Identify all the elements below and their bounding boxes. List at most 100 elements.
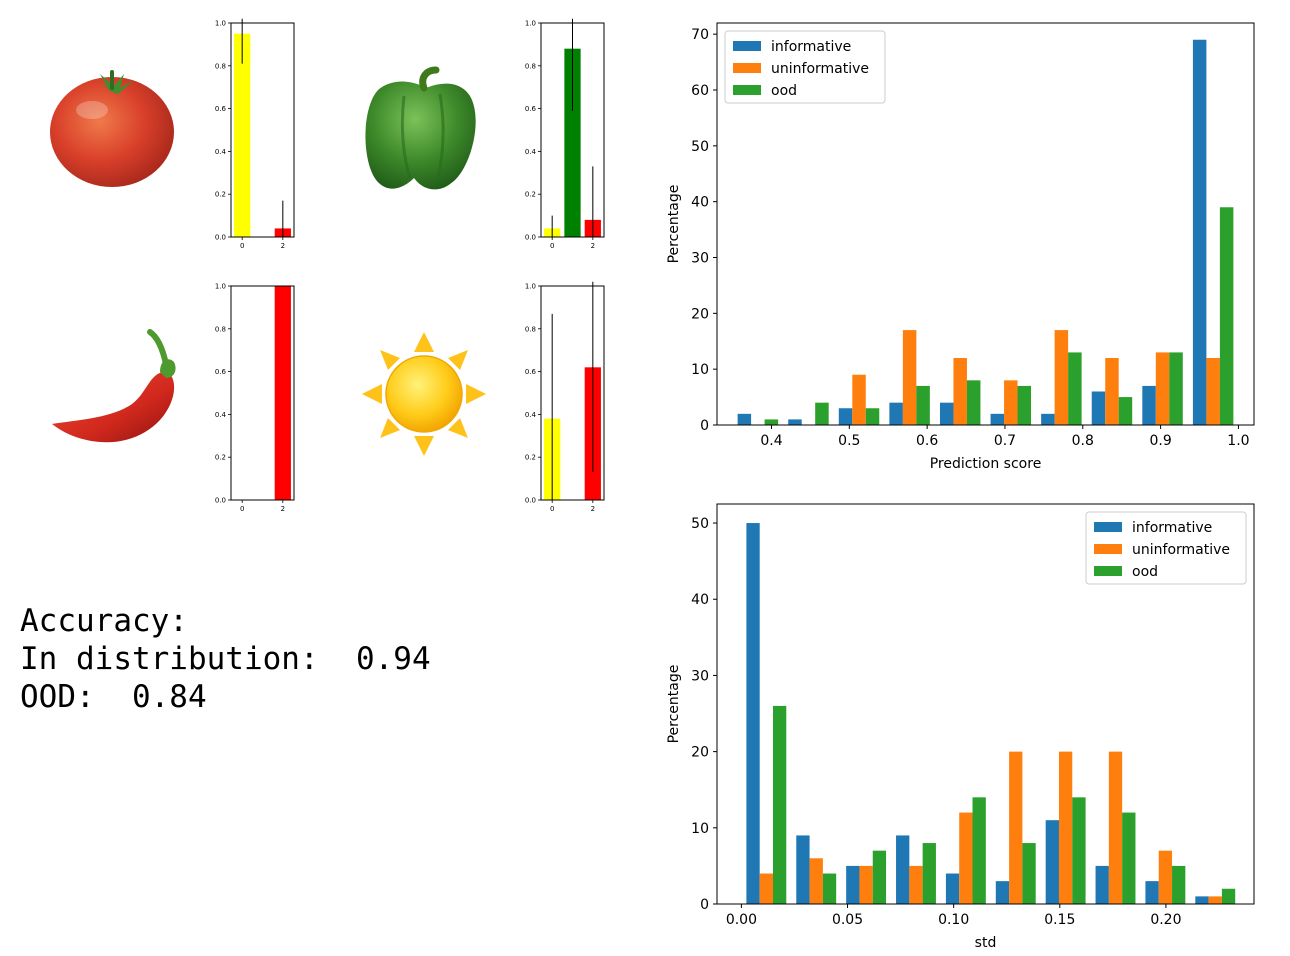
x-tick-label: 0	[240, 505, 244, 513]
x-tick-label: 0.10	[938, 912, 969, 928]
plot-frame	[540, 285, 605, 501]
legend-swatch-ood	[733, 85, 761, 95]
legend-label-informative: informative	[771, 39, 851, 55]
bar-ood	[916, 385, 930, 425]
y-tick-label: 0.8	[215, 325, 226, 333]
bar-informative	[846, 865, 860, 904]
bar-informative	[889, 402, 903, 425]
x-tick-label: 2	[281, 242, 285, 250]
bar-informative	[1192, 39, 1207, 425]
y-tick-label: 10	[691, 362, 709, 378]
bar-informative	[945, 873, 960, 904]
y-tick-label: 40	[691, 592, 709, 608]
ood-value: 0.84	[131, 679, 207, 715]
accuracy-summary: Accuracy: In distribution: 0.94 OOD: 0.84	[20, 602, 431, 716]
bar-ood	[764, 419, 779, 425]
bar-uninformative	[1054, 330, 1069, 425]
y-tick-label: 1.0	[215, 20, 226, 28]
green-pepper-icon	[365, 66, 476, 190]
legend: informative uninformative ood	[1085, 511, 1247, 585]
bar-informative	[1091, 391, 1106, 425]
bar-uninformative	[1108, 751, 1123, 904]
bar-class-1	[564, 48, 581, 238]
bar-uninformative	[909, 865, 923, 904]
x-tick-label: 0	[550, 505, 554, 513]
bar-uninformative	[1155, 352, 1170, 425]
bar-ood	[872, 850, 887, 904]
bar-informative	[1145, 881, 1159, 904]
bar-ood	[1221, 888, 1236, 904]
legend-swatch-uninformative	[1094, 544, 1122, 554]
x-tick-label: 0.15	[1044, 912, 1075, 928]
bar-ood	[1068, 352, 1082, 425]
y-tick-label: 0.4	[525, 148, 537, 156]
bar-ood	[815, 402, 829, 425]
legend: informative uninformative ood	[724, 30, 886, 104]
bar-uninformative	[1206, 358, 1220, 425]
y-tick-label: 20	[691, 745, 709, 761]
bar-uninformative	[759, 873, 773, 904]
x-tick-label: 0.9	[1149, 433, 1171, 449]
bar-informative	[896, 835, 910, 904]
legend-label-informative: informative	[1132, 520, 1212, 536]
y-tick-label: 0.6	[525, 368, 537, 376]
bar-uninformative	[1058, 751, 1073, 904]
ood-line: OOD: 0.84	[20, 678, 431, 716]
y-tick-label: 0	[700, 418, 709, 434]
bar-uninformative	[902, 330, 917, 425]
bar-ood	[772, 705, 787, 904]
plot-frame	[230, 285, 295, 501]
y-tick-label: 50	[691, 139, 709, 155]
bar-uninformative	[959, 812, 973, 904]
bar-ood	[972, 797, 986, 904]
legend-swatch-informative	[1094, 522, 1122, 532]
bar-informative	[737, 413, 752, 425]
x-tick-label: 2	[281, 505, 285, 513]
bar-ood	[1172, 865, 1186, 904]
y-tick-label: 30	[691, 668, 709, 684]
y-tick-label: 0.2	[525, 454, 536, 462]
bar-class-2	[274, 286, 291, 500]
bar-informative	[838, 408, 853, 425]
charts-layer: 0.0 0.2 0.4 0.6 0.8 1.0 0 2 0.0 0.2 0.4 0.6 0.8 1.0 0 2…	[215, 18, 1255, 951]
y-tick-label: 0.4	[215, 148, 227, 156]
y-tick-label: 0.6	[215, 368, 227, 376]
legend-label-ood: ood	[771, 83, 797, 99]
bar-informative	[1095, 865, 1109, 904]
bar-uninformative	[1105, 358, 1119, 425]
y-tick-label: 1.0	[525, 20, 536, 28]
plot-frame	[540, 22, 605, 238]
x-axis-label: std	[975, 935, 997, 951]
bar-informative	[1142, 385, 1156, 425]
plot-frame	[716, 22, 1255, 426]
sun-icon	[362, 332, 486, 456]
in-distribution-value: 0.94	[355, 641, 431, 677]
bar-informative	[995, 881, 1010, 904]
bar-ood	[865, 408, 880, 425]
bar-informative	[788, 419, 802, 425]
x-tick-label: 0.7	[994, 433, 1016, 449]
bar-informative	[1045, 820, 1059, 904]
y-axis-label: Percentage	[666, 665, 682, 744]
accuracy-heading: Accuracy:	[20, 603, 188, 639]
x-tick-label: 0	[550, 242, 554, 250]
legend-box	[724, 30, 886, 104]
x-tick-label: 0	[240, 242, 244, 250]
x-tick-label: 0.6	[916, 433, 938, 449]
y-tick-label: 60	[691, 83, 709, 99]
bar-informative	[796, 835, 810, 904]
mini-chart-sun: 0.0 0.2 0.4 0.6 0.8 1.0 0 2	[525, 281, 605, 513]
bar-ood	[1169, 352, 1183, 425]
y-tick-label: 0.4	[215, 411, 227, 419]
tomato-icon	[50, 70, 174, 187]
x-tick-label: 0.4	[760, 433, 782, 449]
x-tick-label: 2	[591, 242, 595, 250]
legend-swatch-uninformative	[733, 63, 761, 73]
bar-ood	[1022, 843, 1036, 904]
y-tick-label: 0.0	[525, 234, 536, 242]
x-tick-label: 0.5	[838, 433, 860, 449]
bar-informative	[990, 413, 1005, 425]
mini-chart-pepper: 0.0 0.2 0.4 0.6 0.8 1.0 0 2	[525, 18, 605, 250]
legend-swatch-ood	[1094, 566, 1122, 576]
bar-ood	[1122, 812, 1136, 904]
